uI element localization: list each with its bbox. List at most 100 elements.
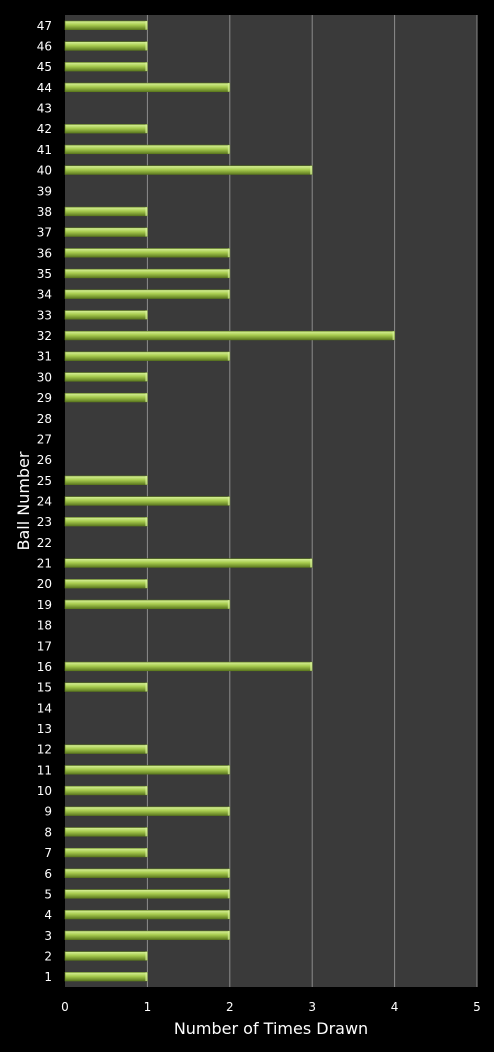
- y-tick-label: 13: [37, 722, 52, 736]
- bar-ball-11: [64, 765, 231, 775]
- bar-cap: [145, 227, 148, 237]
- bar-ball-3: [64, 930, 231, 940]
- bar-cap: [145, 972, 148, 982]
- bar-ball-6: [64, 868, 231, 878]
- bars: [64, 20, 395, 982]
- bar-ball-9: [64, 806, 231, 816]
- bar-ball-25: [64, 475, 148, 485]
- y-tick-label: 35: [37, 267, 52, 281]
- bar-ball-45: [64, 62, 148, 72]
- bar-ball-36: [64, 248, 231, 258]
- y-tick-label: 34: [37, 288, 52, 302]
- x-tick-labels: 0 1 2 3 4 5: [61, 1000, 481, 1014]
- bar-ball-5: [64, 889, 231, 899]
- x-axis-title: Number of Times Drawn: [174, 1019, 368, 1038]
- bar-ball-41: [64, 144, 231, 155]
- y-tick-label: 41: [37, 143, 52, 157]
- y-tick-label: 32: [37, 329, 52, 343]
- bar-ball-24: [64, 496, 231, 506]
- y-tick-label: 3: [44, 929, 52, 943]
- y-tick-label: 47: [37, 19, 52, 33]
- bar-cap: [227, 600, 230, 609]
- y-tick-label: 27: [37, 432, 52, 446]
- bar-cap: [145, 517, 148, 527]
- x-tick-label: 5: [473, 1000, 481, 1014]
- y-tick-label: 43: [37, 102, 52, 116]
- bar-ball-23: [64, 517, 148, 527]
- bar-ball-42: [64, 124, 148, 134]
- bar-cap: [227, 145, 230, 154]
- y-tick-label: 36: [37, 246, 52, 260]
- bar-cap: [227, 496, 230, 506]
- y-tick-label: 15: [37, 681, 52, 695]
- bar-cap: [227, 83, 230, 92]
- bar-ball-38: [64, 206, 148, 217]
- bar-cap: [227, 868, 230, 878]
- bar-ball-35: [64, 268, 231, 279]
- bar-cap: [145, 20, 148, 30]
- bar-ball-20: [64, 579, 148, 589]
- y-tick-label: 9: [44, 805, 52, 819]
- y-tick-label: 23: [37, 515, 52, 529]
- bar-ball-15: [64, 682, 148, 692]
- bar-cap: [145, 951, 148, 961]
- y-tick-labels: 1234567891011121314151617181920212223242…: [37, 19, 52, 984]
- y-tick-label: 19: [37, 598, 52, 612]
- bar-cap: [227, 910, 230, 919]
- bar-ball-8: [64, 827, 148, 837]
- x-tick-label: 3: [308, 1000, 316, 1014]
- bar-cap: [145, 393, 148, 402]
- bar-ball-44: [64, 82, 231, 93]
- y-tick-label: 4: [44, 908, 52, 922]
- bar-ball-12: [64, 744, 148, 754]
- bar-cap: [392, 331, 395, 340]
- bar-cap: [145, 848, 148, 857]
- bar-ball-16: [64, 661, 313, 672]
- y-tick-label: 21: [37, 557, 52, 571]
- x-tick-label: 0: [61, 1000, 69, 1014]
- y-tick-label: 37: [37, 226, 52, 240]
- y-tick-label: 29: [37, 391, 52, 405]
- bar-ball-47: [64, 20, 148, 30]
- y-tick-label: 31: [37, 350, 52, 364]
- y-tick-label: 18: [37, 619, 52, 633]
- bar-ball-33: [64, 310, 148, 320]
- x-tick-label: 4: [391, 1000, 399, 1014]
- y-tick-label: 24: [37, 495, 52, 509]
- bar-cap: [227, 289, 230, 299]
- bar-cap: [145, 62, 148, 72]
- bar-ball-31: [64, 351, 231, 361]
- y-tick-label: 14: [37, 701, 52, 715]
- y-tick-label: 44: [37, 81, 52, 95]
- y-tick-label: 42: [37, 122, 52, 136]
- y-tick-label: 22: [37, 536, 52, 550]
- bar-ball-46: [64, 41, 148, 51]
- y-tick-label: 26: [37, 453, 52, 467]
- y-tick-label: 6: [44, 867, 52, 881]
- y-tick-label: 5: [44, 887, 52, 901]
- bar-cap: [227, 269, 230, 278]
- bar-cap: [227, 889, 230, 899]
- y-tick-label: 1: [44, 970, 52, 984]
- bar-cap: [145, 41, 148, 51]
- bar-ball-40: [64, 165, 313, 175]
- y-tick-label: 40: [37, 164, 52, 178]
- bar-ball-21: [64, 558, 313, 568]
- bar-cap: [145, 744, 148, 754]
- bar-ball-29: [64, 392, 148, 403]
- bar-ball-34: [64, 289, 231, 299]
- bar-ball-7: [64, 847, 148, 858]
- y-tick-label: 45: [37, 60, 52, 74]
- x-tick-label: 1: [144, 1000, 152, 1014]
- y-tick-label: 12: [37, 743, 52, 757]
- bar-cap: [145, 124, 148, 134]
- y-tick-label: 30: [37, 370, 52, 384]
- bar-ball-2: [64, 951, 148, 961]
- y-tick-label: 28: [37, 412, 52, 426]
- bar-ball-32: [64, 330, 395, 341]
- bar-ball-4: [64, 909, 231, 920]
- bar-cap: [145, 579, 148, 589]
- y-tick-label: 7: [44, 846, 52, 860]
- bar-cap: [227, 351, 230, 361]
- x-tick-label: 2: [226, 1000, 234, 1014]
